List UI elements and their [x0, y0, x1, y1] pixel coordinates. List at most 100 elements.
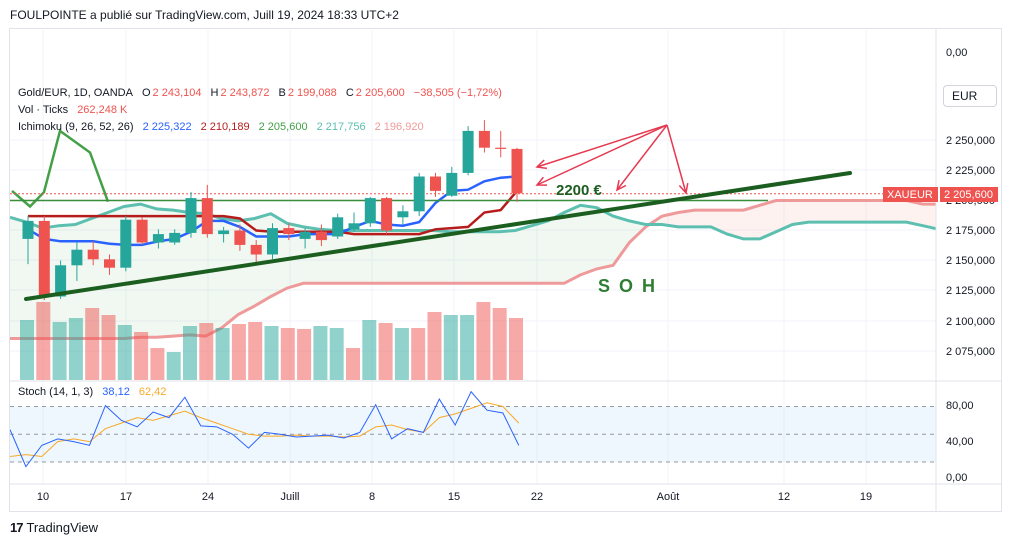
cloud-segment	[221, 218, 239, 328]
candle	[38, 216, 50, 301]
time-tick-label: 8	[369, 491, 375, 503]
cloud-segment	[694, 210, 711, 227]
volume-bar	[52, 322, 67, 380]
cloud-segment	[678, 210, 695, 227]
candle-body	[55, 265, 67, 297]
volume-bar	[150, 348, 165, 380]
candle-body	[152, 234, 164, 243]
volume-bar	[460, 315, 475, 380]
cloud-segment	[450, 231, 467, 284]
cloud-segment	[156, 208, 173, 338]
volume-bar	[443, 315, 458, 380]
volume-bar	[492, 308, 507, 380]
volume-bar	[362, 320, 377, 380]
o-label: O	[141, 87, 151, 99]
stoch-k-value: 38,12	[102, 386, 130, 398]
cloud-segment	[433, 230, 451, 284]
cloud-segment	[564, 205, 581, 284]
volume-bar	[411, 328, 426, 380]
candle	[87, 241, 99, 266]
ichimoku-span-a-value: 2 217,756	[316, 121, 366, 133]
candle-body	[495, 147, 507, 149]
stochastic-pane	[10, 390, 936, 468]
annotations	[24, 124, 852, 301]
time-tick-label: 10	[37, 491, 49, 503]
volume-bar	[264, 326, 279, 380]
annotation-arrow-1-head	[535, 159, 548, 170]
annotation-arrow-4	[666, 124, 687, 194]
candle-body	[136, 219, 148, 243]
cloud-segment	[466, 231, 483, 284]
price-tick-label: 2 100,000	[946, 316, 995, 328]
time-tick-label: 19	[860, 491, 872, 503]
cloud-segment	[336, 230, 353, 284]
volume-bar	[394, 328, 409, 380]
cloud-segment	[254, 213, 271, 307]
cloud-segment	[368, 230, 385, 284]
candle-body	[381, 198, 393, 231]
candle-body	[71, 249, 83, 266]
ichimoku-label[interactable]: Ichimoku (9, 26, 52, 26)	[18, 121, 134, 133]
cloud-segment	[547, 212, 565, 284]
ichimoku-legend: Ichimoku (9, 26, 52, 26) 2 225,322 2 210…	[18, 121, 426, 133]
candle-body	[397, 211, 409, 218]
symbol-label[interactable]: Gold/EUR, 1D, OANDA	[18, 87, 133, 99]
cloud-segment	[596, 207, 614, 269]
candle-body	[413, 176, 425, 212]
candle-body	[38, 220, 50, 297]
stoch-tick-label: 40,00	[946, 436, 974, 448]
candle	[462, 126, 474, 176]
cloud-segment	[58, 224, 76, 339]
stoch-label[interactable]: Stoch (14, 1, 3)	[18, 386, 94, 398]
chikou-span	[11, 128, 110, 209]
cloud-segment	[841, 200, 858, 223]
soh-annotation: S O H	[598, 276, 657, 296]
candles	[22, 120, 523, 301]
candle	[71, 242, 83, 281]
candle	[446, 166, 458, 197]
cloud-segment	[499, 230, 516, 284]
candle-body	[267, 228, 278, 255]
candle-body	[22, 220, 34, 239]
price-tick-label: 2 225,000	[946, 165, 995, 177]
time-tick-label: Juill	[281, 491, 300, 503]
cloud-segment	[107, 206, 125, 339]
candle-body	[446, 172, 458, 196]
cloud-segment	[1004, 210, 1013, 235]
price-tick-label: 2 175,000	[946, 225, 995, 237]
cloud-segment	[727, 210, 744, 239]
candle	[169, 229, 181, 245]
stoch-legend: Stoch (14, 1, 3) 38,12 62,42	[18, 386, 168, 398]
cloud-segment	[776, 200, 793, 232]
candle-body	[87, 249, 99, 260]
candle-body	[478, 130, 490, 148]
cloud-segment	[825, 200, 842, 223]
senkou-span-b	[10, 199, 936, 340]
cloud-segment	[531, 220, 548, 284]
volume-bar	[20, 320, 34, 380]
stoch-k-line	[10, 390, 520, 468]
candle-body	[250, 244, 262, 255]
volume-bar	[199, 323, 214, 380]
cloud-segment	[319, 229, 336, 284]
volume-bar	[215, 328, 230, 380]
h-value: 2 243,872	[220, 87, 270, 99]
cloud-segment	[417, 230, 434, 284]
candle	[104, 254, 115, 275]
candle-body	[511, 148, 523, 194]
candle	[120, 216, 132, 272]
change-value: −38,505 (−1,72%)	[413, 87, 502, 99]
cloud-segment	[10, 217, 27, 339]
candle	[22, 216, 34, 265]
volume-label[interactable]: Vol · Ticks	[18, 104, 69, 116]
ichimoku-chikou-value: 2 205,600	[258, 121, 308, 133]
cloud-segment	[922, 204, 936, 229]
cloud-segment	[792, 200, 809, 225]
volume-bar	[231, 324, 246, 380]
tradingview-brand[interactable]: TradingView	[26, 520, 99, 535]
stoch-d-value: 62,42	[138, 386, 167, 398]
volume-bar	[329, 328, 344, 380]
currency-button[interactable]: EUR	[943, 85, 997, 107]
